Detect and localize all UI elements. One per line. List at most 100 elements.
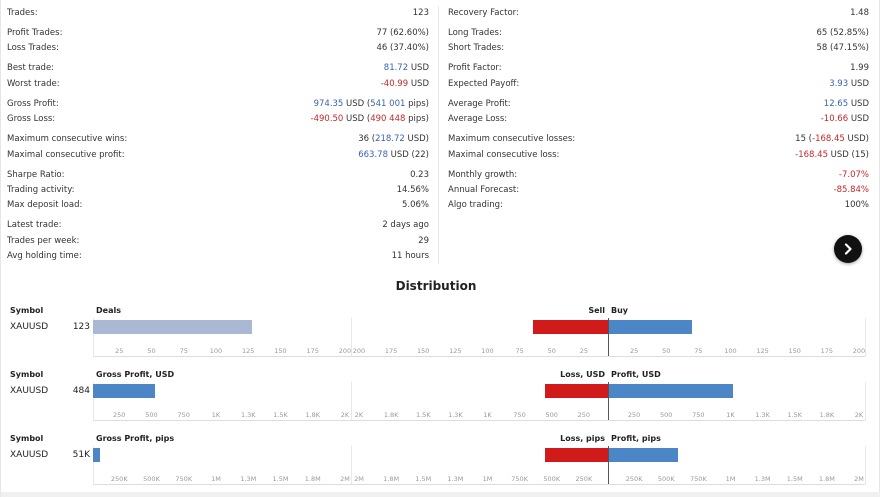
stat-value: 974.35 USD (541 001 pips) (314, 97, 429, 112)
stats-left-column: Trades: 123 Profit Trades: 77 (62.60%) Loss … (7, 6, 429, 264)
grid-line (351, 318, 352, 356)
tick-label: 250K (575, 475, 593, 483)
tick-label: 150 (788, 347, 801, 355)
tick-label: 1.5M (786, 475, 803, 483)
stat-value-part: 218.72 (375, 134, 405, 145)
tick-label: 50 (662, 347, 671, 355)
symbol-header: Symbol (10, 370, 44, 379)
stat-row: Best trade: 81.72 USD (7, 61, 429, 76)
tick-label: 1.5K (787, 411, 803, 419)
stat-label: Sharpe Ratio: (7, 169, 65, 180)
tick-label: 250 (577, 411, 591, 419)
tick-label: 50 (547, 347, 556, 355)
symbol-name: XAUUSD (10, 322, 49, 332)
stat-value-part: USD (408, 78, 429, 89)
tick-label: 1.8K (819, 411, 835, 419)
axis-baseline (351, 484, 865, 485)
stat-row: Expected Payoff: 3.93 USD (448, 77, 869, 92)
tick-label: 1K (483, 411, 492, 419)
tick-label: 1.8K (383, 411, 399, 419)
stat-value: 1.99 (850, 63, 869, 74)
stat-row: Maximum consecutive wins: 36 (218.72 USD) (7, 132, 429, 147)
stat-label: Gross Loss: (7, 114, 56, 125)
stat-label: Short Trades: (448, 43, 505, 54)
stat-label: Gross Profit: (7, 98, 59, 109)
tick-label: 250 (627, 411, 641, 419)
tick-label: 1.8M (304, 475, 321, 483)
stat-value: -40.99 USD (381, 77, 429, 92)
stat-row: Worst trade: -40.99 USD (7, 77, 429, 92)
tick-label: 150 (417, 347, 430, 355)
metric-label: Gross Profit, USD (96, 370, 175, 379)
stat-value-part: USD) (404, 134, 430, 145)
tick-label: 1.8K (305, 411, 321, 419)
stat-value: 77 (62.60%) (376, 28, 429, 39)
stat-value-part: -10.66 (820, 114, 849, 125)
stat-label: Recovery Factor: (448, 8, 519, 18)
stat-value: 100% (844, 200, 869, 211)
metric-bar (93, 448, 100, 462)
tick-label: 75 (515, 347, 524, 355)
tick-label: 1K (726, 411, 735, 419)
positive-bar (608, 384, 734, 398)
tick-label: 1.8M (383, 475, 400, 483)
metric-label: Gross Profit, pips (96, 434, 175, 443)
stat-label: Profit Factor: (448, 63, 502, 74)
stat-label: Maximal consecutive profit: (7, 149, 125, 160)
next-arrow-button[interactable] (834, 235, 862, 263)
stat-value: 0.23 (410, 169, 429, 180)
stat-value-part: 490 448 (370, 114, 406, 125)
stat-row: Maximal consecutive profit: 663.78 USD (2… (7, 148, 429, 163)
tick-label: 2K (340, 411, 350, 419)
tick-label: 500K (143, 475, 160, 483)
distribution-title: Distribution (395, 279, 477, 293)
tick-label: 150 (274, 347, 287, 355)
stat-value: -10.66 USD (821, 112, 869, 127)
stat-value-part: USD ( (343, 98, 371, 109)
negative-bar (544, 448, 608, 462)
symbol-name: XAUUSD (10, 450, 49, 460)
tick-label: 500K (657, 475, 675, 483)
stat-value: 1.48 (850, 8, 869, 18)
tick-label: 1.5M (272, 475, 289, 483)
stat-value-part: USD) (844, 134, 870, 145)
bottom-scrollbar[interactable] (1, 492, 880, 497)
tick-label: 175 (820, 347, 834, 355)
stat-value: 663.78 USD (22) (358, 148, 429, 163)
tick-label: 2K (854, 411, 864, 419)
tick-label: 100 (481, 347, 494, 355)
stat-value: 15 (-168.45 USD) (795, 132, 869, 147)
stat-label: Maximum consecutive wins: (7, 134, 128, 145)
stat-label: Average Profit: (448, 98, 511, 109)
stat-label: Best trade: (7, 63, 55, 74)
tick-label: 1.8M (818, 475, 835, 483)
stat-value-part: -490.50 (310, 114, 344, 125)
tick-label: 1.3M (447, 475, 464, 483)
stat-label: Maximum consecutive losses: (448, 134, 576, 145)
tick-label: 1.5K (273, 411, 288, 419)
stat-value-part: USD ( (343, 114, 371, 125)
grid-line (351, 382, 352, 420)
tick-label: 1.5K (415, 411, 431, 419)
stat-row: Monthly growth: -7.07% (448, 168, 869, 183)
stat-value: 3.93 USD (829, 77, 869, 92)
stat-label: Trades per week: (7, 235, 80, 246)
tick-label: 125 (449, 347, 462, 355)
tick-label: 750 (513, 411, 526, 419)
stat-label: Profit Trades: (7, 28, 63, 39)
stat-value: 5.06% (401, 200, 429, 211)
axis-baseline (93, 356, 351, 357)
stat-label: Algo trading: (448, 200, 503, 211)
stat-label: Long Trades: (448, 28, 502, 39)
stat-label: Latest trade: (7, 220, 62, 231)
metric-bar (93, 384, 156, 398)
tick-label: 1.3K (240, 411, 256, 419)
stat-label: Expected Payoff: (448, 78, 520, 89)
stat-value-part: 15 ( (795, 134, 812, 145)
tick-label: 250K (625, 475, 643, 483)
stat-label: Trades: (7, 8, 38, 18)
stat-value: 65 (52.85%) (816, 28, 869, 39)
stat-value: -490.50 USD (490 448 pips) (311, 112, 429, 127)
stat-value-part: USD (408, 63, 429, 74)
stat-value-part: pips) (405, 98, 429, 109)
